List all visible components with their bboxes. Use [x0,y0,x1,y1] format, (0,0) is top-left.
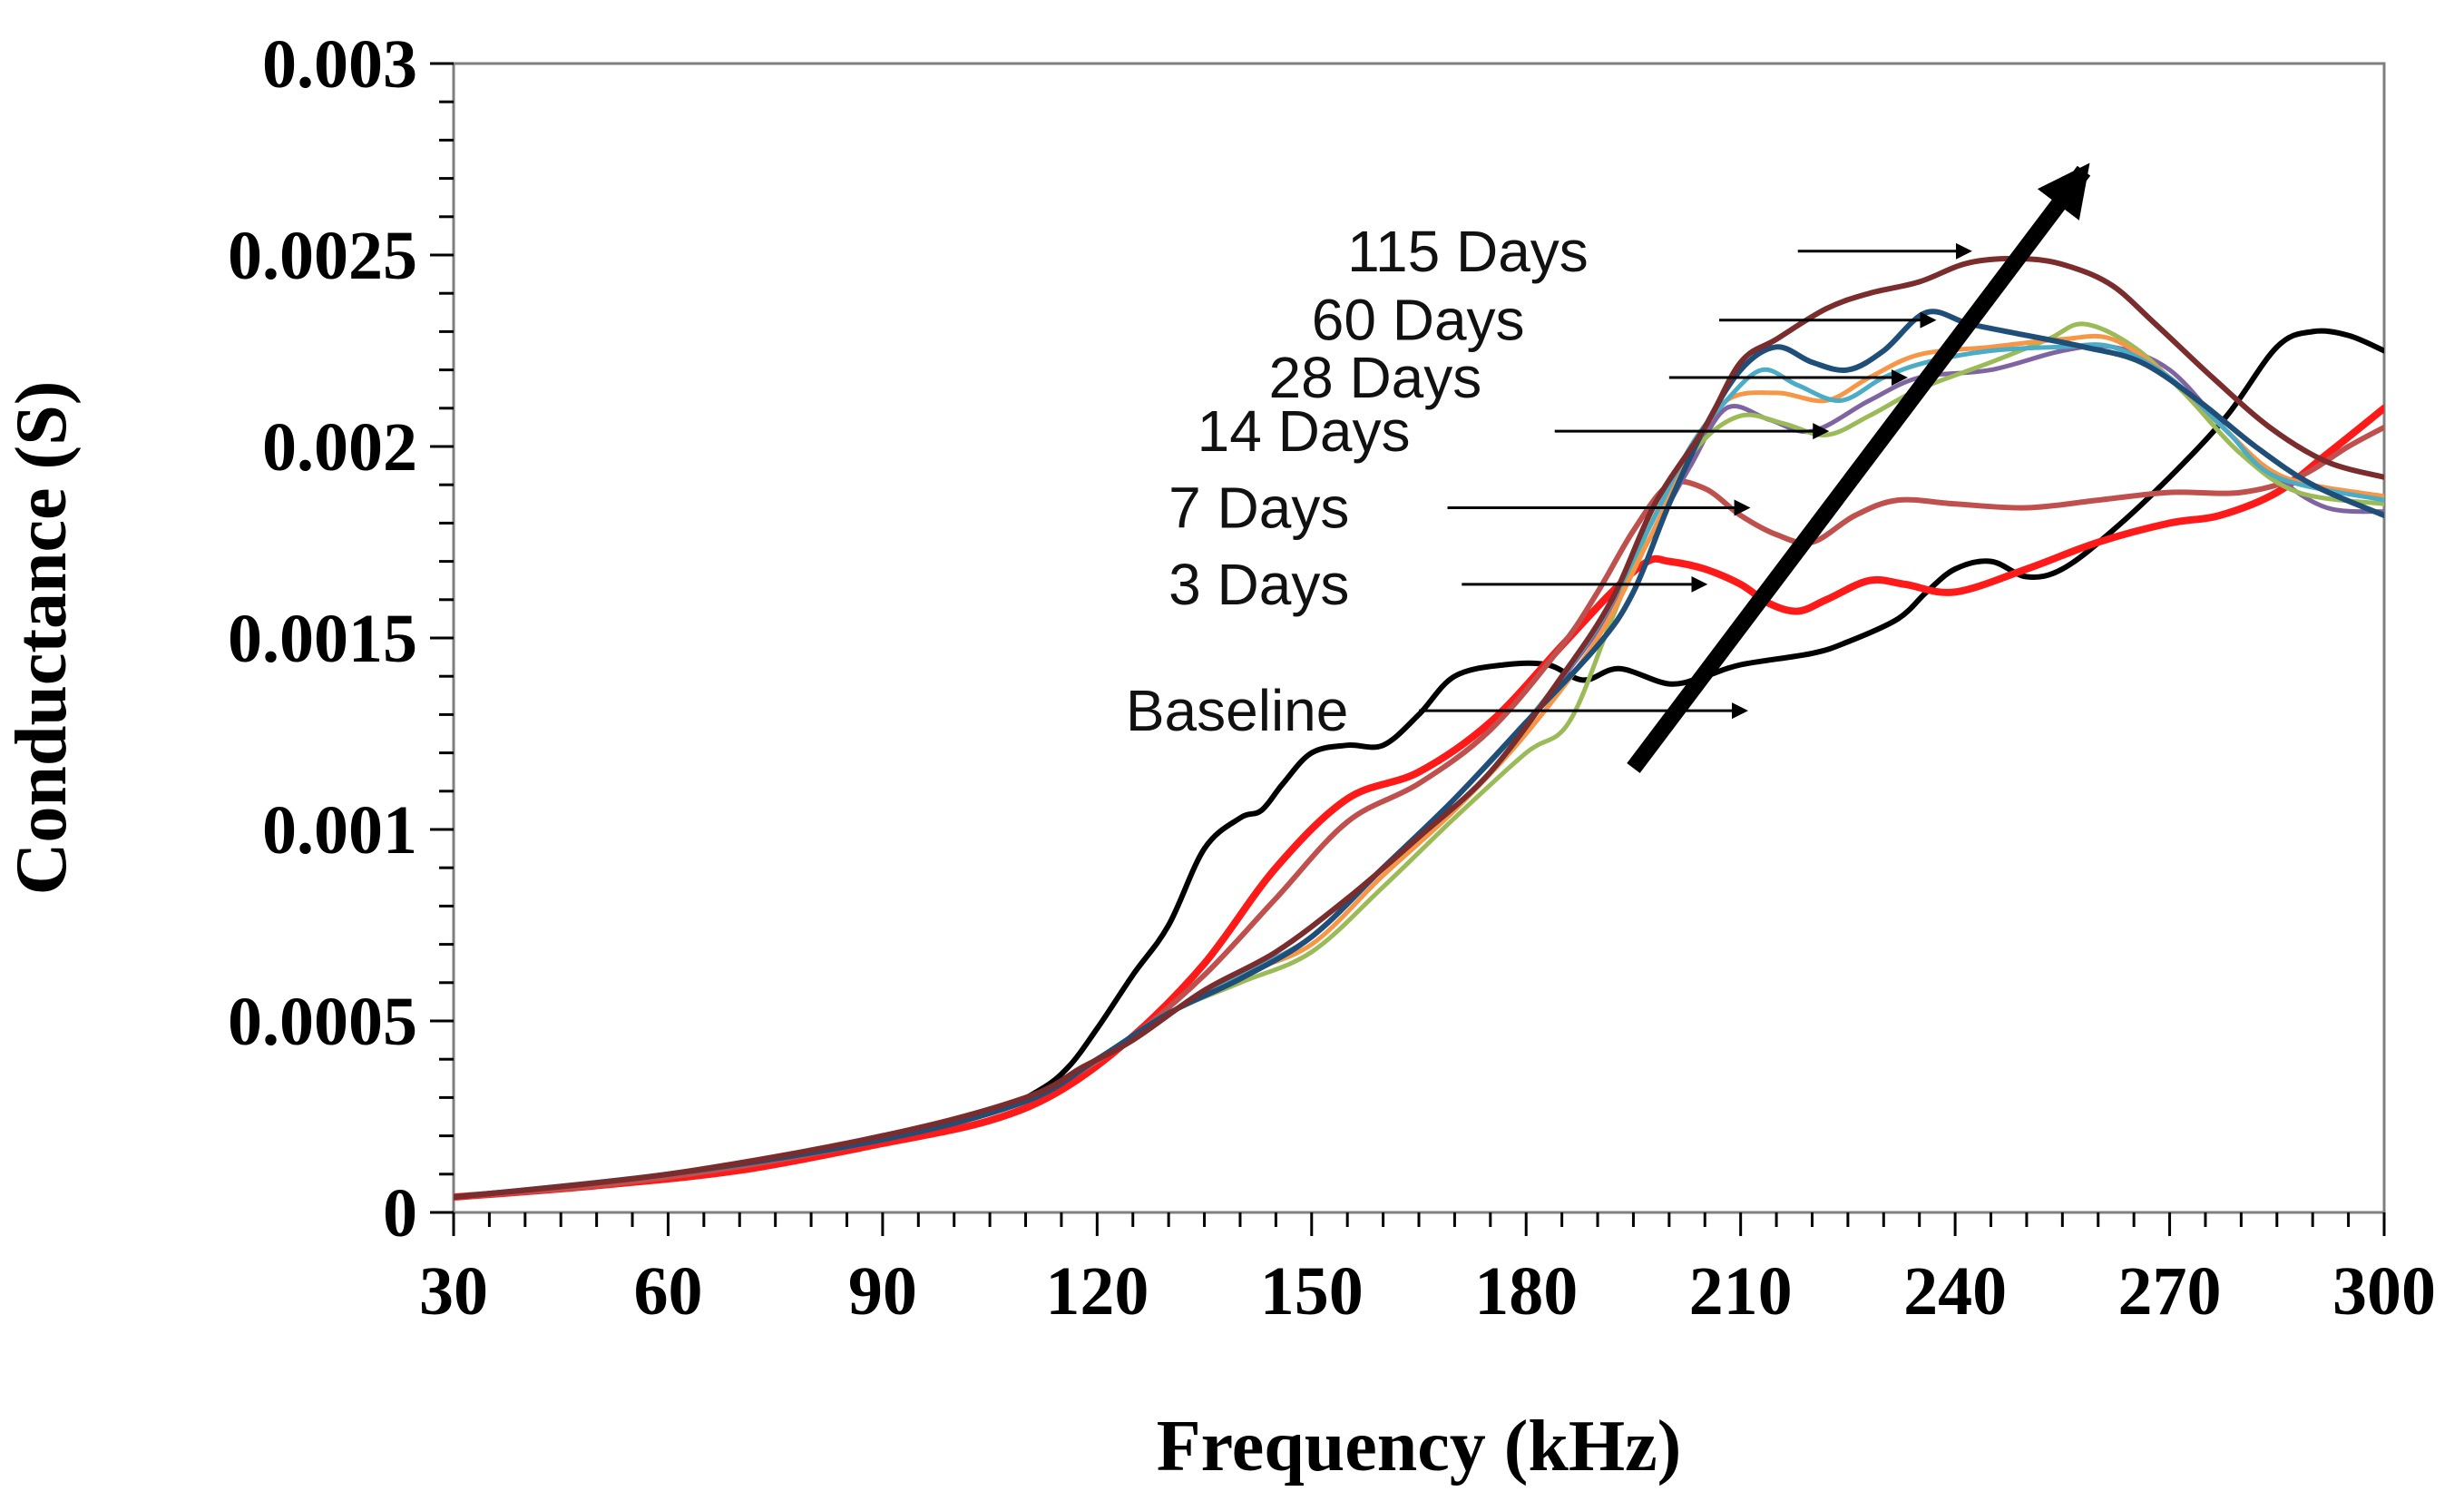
y-tick-label: 0.0015 [228,601,417,677]
y-tick-label: 0.002 [262,409,417,486]
plot-area-frame [452,62,2386,1214]
x-tick-label: 270 [2118,1253,2222,1329]
annotation-label-14-days: 14 Days [1198,398,1411,464]
y-tick-label: 0.003 [262,26,417,103]
series-line-115-days [454,255,2384,1201]
annotation-label-28-days: 28 Days [1268,345,1481,410]
y-axis: 0 0.0005 0.001 0.0015 0.002 0.0025 0.003 [228,26,454,1251]
x-axis-title: Frequency (kHz) [1157,1407,1681,1486]
annotation-label-3-days: 3 Days [1168,552,1349,617]
y-tick-label: 0 [383,1175,417,1251]
x-tick-label: 150 [1260,1253,1364,1329]
series-layer [454,255,2384,1202]
annotation-label-60-days: 60 Days [1312,288,1525,353]
y-tick-label: 0.001 [262,792,417,868]
x-tick-label: 180 [1474,1253,1578,1329]
x-tick-label: 300 [2332,1253,2436,1329]
x-tick-label: 30 [419,1253,488,1329]
y-tick-label: 0.0025 [228,218,417,294]
annotation-label-7-days: 7 Days [1168,476,1349,541]
y-axis-title: Conductance (S) [2,381,82,896]
x-axis: 30 60 90 120 150 180 210 240 270 300 [419,1212,2436,1329]
annotation-label-baseline: Baseline [1126,678,1349,743]
x-tick-label: 210 [1689,1253,1793,1329]
series-line-baseline [454,328,2384,1201]
x-tick-label: 90 [848,1253,917,1329]
annotation-label-115-days: 115 Days [1347,219,1589,284]
x-tick-label: 120 [1045,1253,1149,1329]
y-tick-label: 0.0005 [228,984,417,1060]
trend-arrow [1627,162,2091,773]
x-tick-label: 240 [1903,1253,2007,1329]
x-tick-label: 60 [633,1253,702,1329]
